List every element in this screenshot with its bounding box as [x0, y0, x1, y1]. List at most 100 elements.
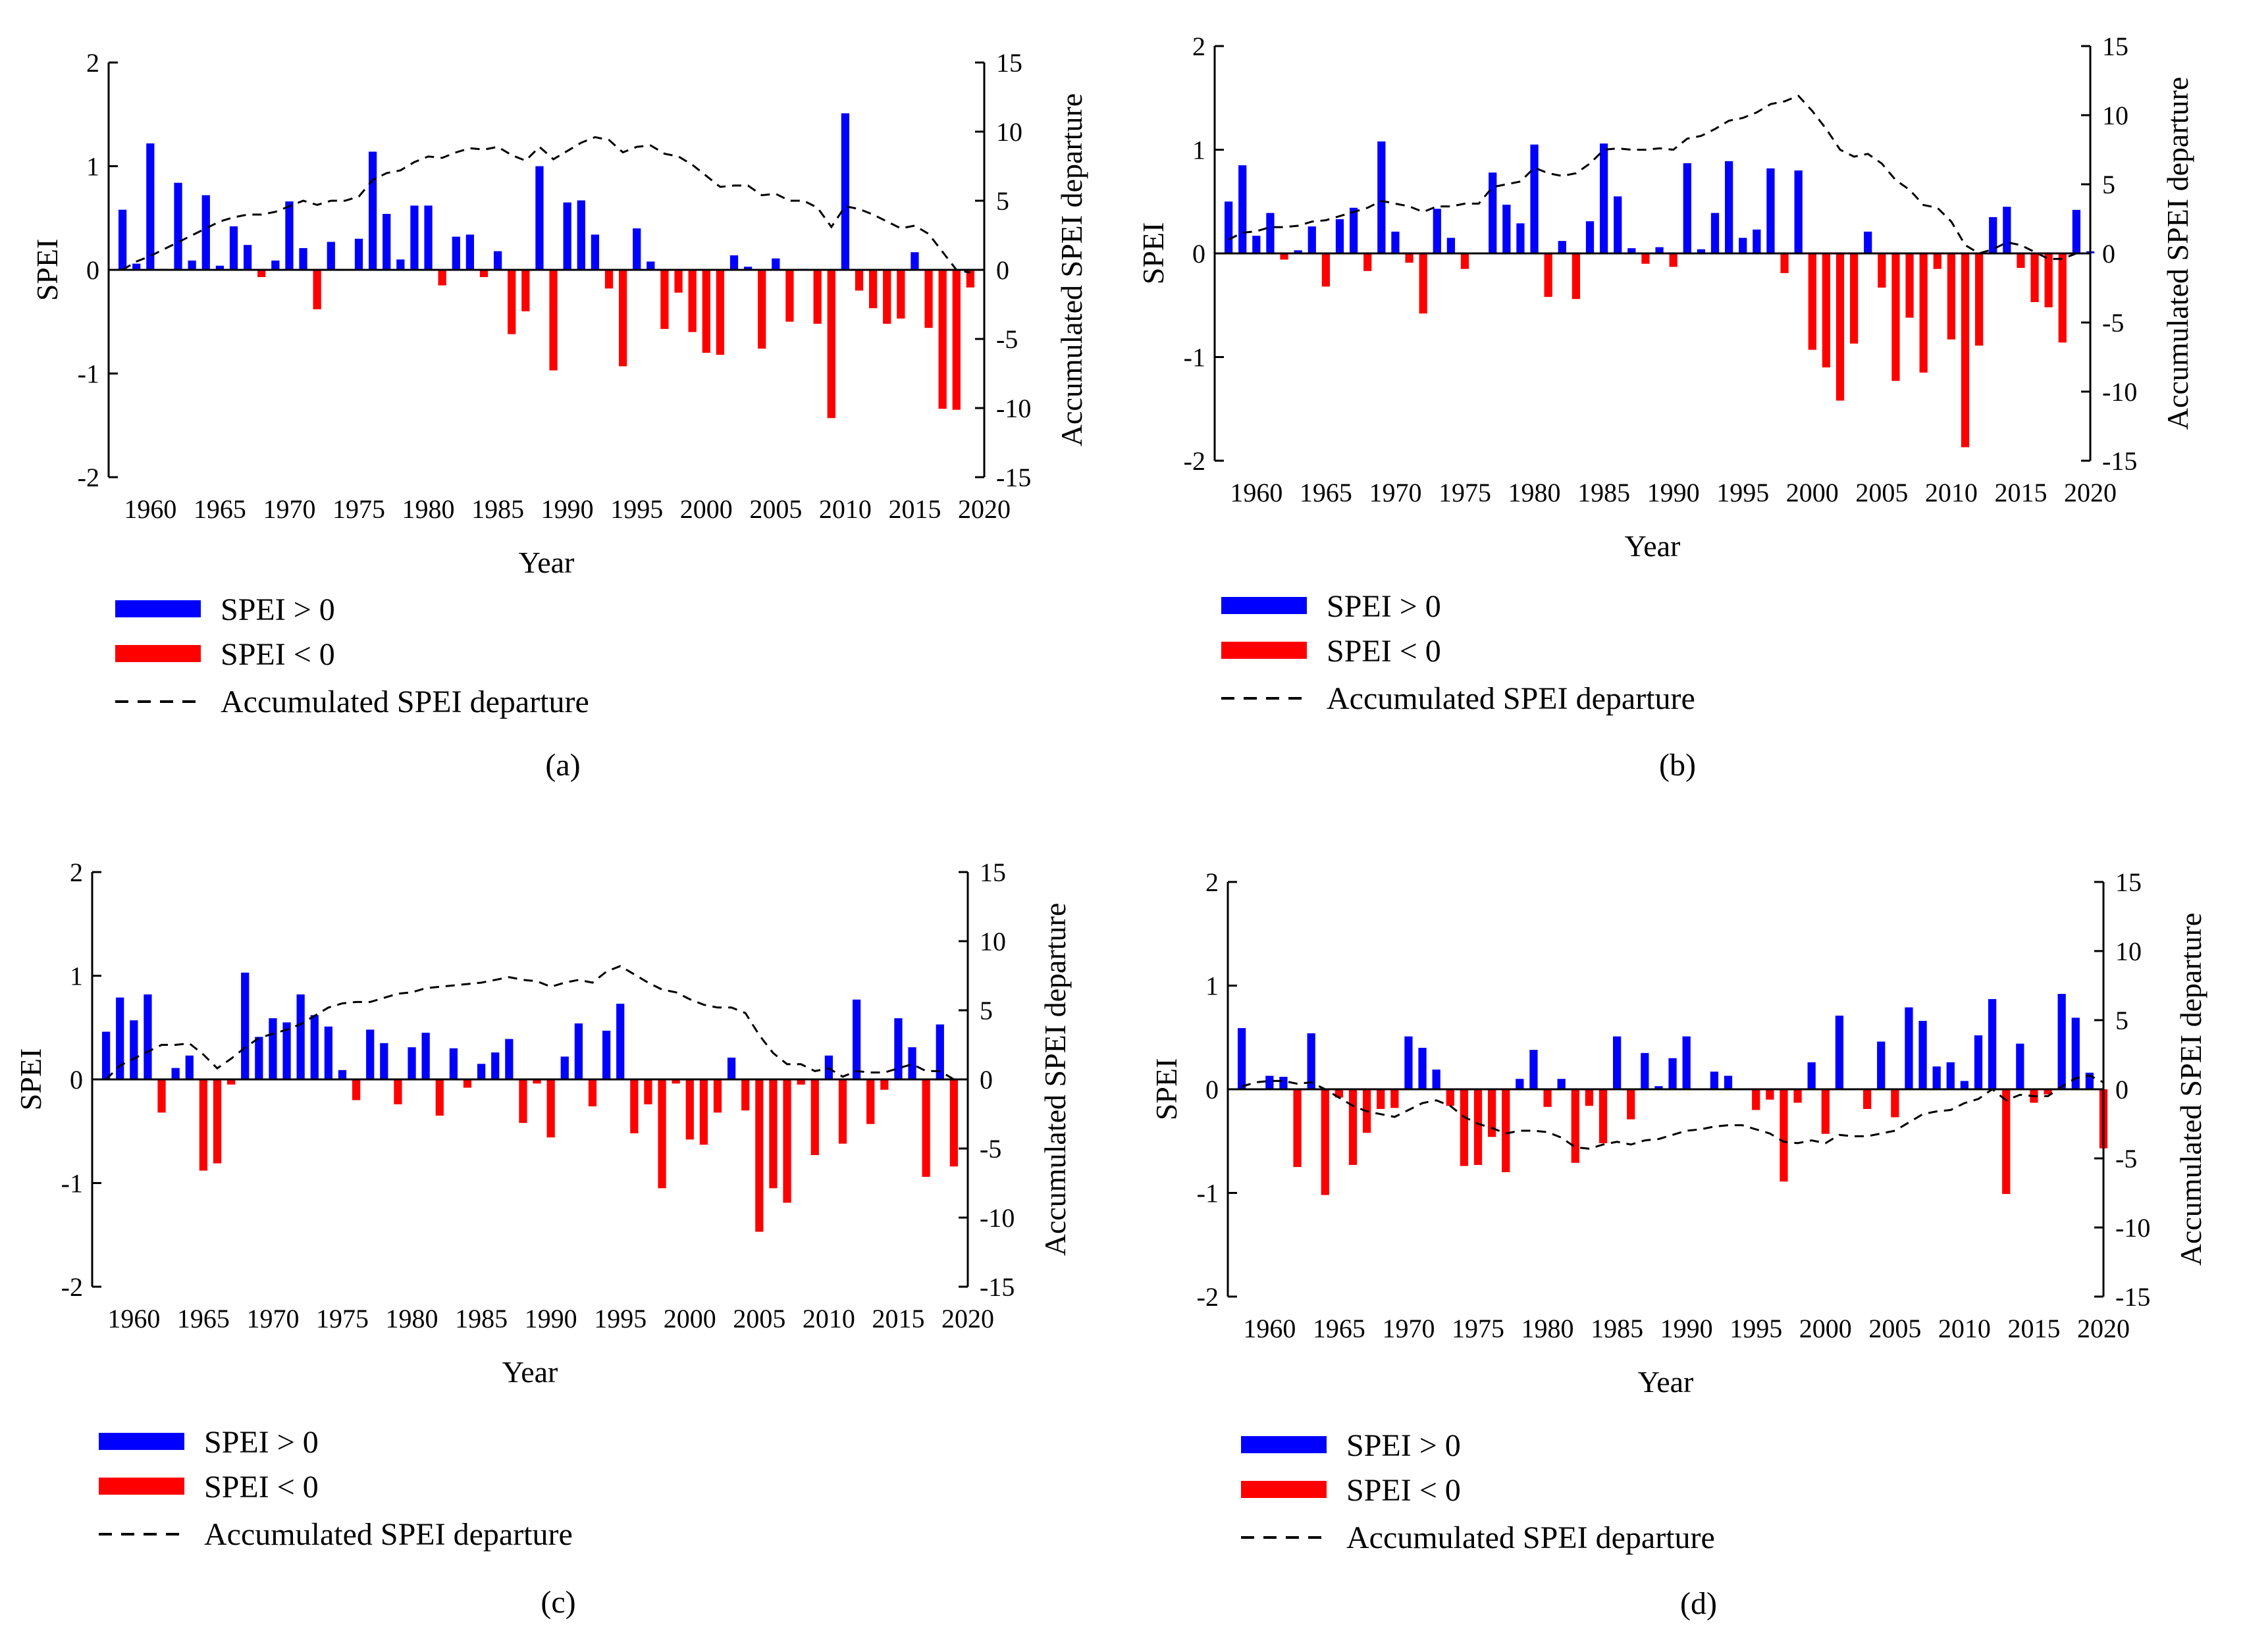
spei-bar-1974	[324, 1026, 333, 1079]
spei-bar-1984	[1598, 1089, 1608, 1143]
spei-bar-1987	[521, 270, 530, 311]
spei-bar-1964	[201, 195, 210, 270]
legend-negative-swatch	[115, 645, 201, 662]
x-tick-label: 1960	[124, 494, 176, 524]
legend-positive-label: SPEI > 0	[221, 592, 335, 627]
legend-negative-label: SPEI < 0	[1346, 1473, 1461, 1508]
spei-bar-2013	[866, 1079, 875, 1124]
spei-bar-1986	[1627, 1089, 1635, 1120]
y-tick-label-right: 10	[980, 927, 1006, 956]
spei-bar-1960	[1265, 1075, 1274, 1089]
spei-bar-1995	[1739, 238, 1747, 254]
spei-bar-2019	[949, 1079, 959, 1167]
spei-bar-1969	[1377, 141, 1386, 253]
x-tick-label: 1970	[263, 494, 315, 524]
spei-bar-1975	[1460, 253, 1469, 269]
accumulated-departure-line	[1241, 1074, 2104, 1150]
spei-bar-1981	[438, 270, 446, 286]
spei-bar-1968	[257, 270, 266, 278]
x-tick-label: 1975	[1439, 478, 1491, 507]
spei-bar-1977	[1502, 1089, 1510, 1172]
legend-line-label: Accumulated SPEI departure	[221, 684, 589, 719]
spei-bar-1985	[493, 251, 502, 270]
spei-bar-1990	[1682, 1036, 1691, 1089]
spei-bar-2006	[769, 1079, 778, 1189]
spei-bar-1963	[1294, 250, 1302, 253]
panel-caption-d: (d)	[1680, 1586, 1717, 1621]
y-tick-label-left: 1	[1205, 971, 1219, 1001]
y-tick-label-right: -5	[2102, 308, 2124, 338]
spei-bar-1971	[299, 247, 307, 270]
spei-bar-1962	[174, 182, 182, 270]
spei-bar-1994	[1724, 161, 1733, 253]
spei-bar-2009	[827, 270, 835, 419]
panel-caption-b: (b)	[1659, 748, 1696, 783]
spei-bar-2000	[1808, 253, 1816, 350]
spei-bar-1966	[1348, 1089, 1358, 1165]
spei-bar-2000	[685, 1079, 694, 1140]
y-axis-label-right: Accumulated SPEI departure	[2161, 77, 2194, 430]
spei-bar-1987	[1627, 248, 1636, 254]
spei-bar-1978	[1516, 1079, 1524, 1089]
spei-bar-2001	[716, 270, 725, 355]
spei-bar-1982	[1571, 1089, 1579, 1163]
x-tick-label: 2010	[803, 1304, 855, 1333]
spei-bar-2008	[1932, 1066, 1941, 1089]
spei-bar-1973	[327, 242, 335, 270]
spei-bar-2010	[1960, 1081, 1969, 1089]
spei-bar-1983	[465, 234, 475, 270]
x-tick-label: 1970	[246, 1304, 299, 1333]
x-tick-label: 2020	[2064, 478, 2117, 507]
spei-bar-2001	[1835, 1016, 1844, 1089]
spei-bar-2008	[797, 1079, 805, 1085]
spei-bar-2001	[1822, 253, 1831, 368]
spei-bar-1966	[1335, 219, 1344, 253]
x-tick-label: 2000	[1786, 478, 1839, 507]
spei-bar-2011	[1974, 1035, 1983, 1089]
spei-bar-1960	[146, 143, 155, 270]
spei-bar-1971	[1418, 1048, 1427, 1089]
spei-bar-1966	[213, 1079, 222, 1164]
spei-bars	[1237, 994, 2108, 1195]
spei-bar-1991	[577, 200, 585, 270]
spei-bar-2015	[911, 252, 919, 270]
y-tick-label-right: -5	[980, 1134, 1001, 1164]
spei-bar-1980	[424, 205, 433, 270]
legend-negative-label: SPEI < 0	[221, 637, 335, 672]
spei-bar-2007	[1918, 1021, 1927, 1089]
spei-bar-2009	[810, 1079, 819, 1155]
spei-bar-1982	[452, 236, 460, 270]
y-tick-label-right: 0	[2115, 1075, 2128, 1104]
spei-bar-1978	[380, 1043, 388, 1080]
x-tick-label: 1990	[525, 1304, 577, 1333]
spei-bar-2004	[1864, 231, 1872, 253]
spei-bar-2005	[1878, 253, 1886, 288]
y-tick-label-left: 2	[86, 48, 99, 78]
spei-bar-1971	[1405, 253, 1413, 263]
spei-bar-1989	[533, 1079, 541, 1084]
y-tick-label-right: 0	[2102, 239, 2115, 269]
x-tick-label: 1980	[402, 494, 455, 524]
spei-bar-2014	[897, 270, 905, 319]
spei-bar-1988	[519, 1079, 527, 1123]
spei-bar-1965	[215, 265, 224, 270]
spei-bar-1964	[185, 1055, 194, 1079]
x-tick-label: 1995	[610, 494, 663, 524]
x-tick-label: 2005	[749, 494, 802, 524]
spei-bar-2007	[783, 1079, 791, 1203]
x-tick-label: 1960	[107, 1304, 160, 1333]
spei-bar-2013	[883, 270, 891, 324]
spei-bar-1989	[1655, 247, 1664, 253]
legend-positive-label: SPEI > 0	[1327, 589, 1441, 624]
spei-bar-1958	[1224, 201, 1233, 253]
spei-bar-1975	[338, 1070, 347, 1079]
y-tick-label-left: 2	[1205, 867, 1219, 897]
x-tick-label: 2005	[1868, 1314, 1921, 1343]
y-tick-label-left: -1	[1197, 1179, 1219, 1208]
legend-b: SPEI > 0 SPEI < 0 Accumulated SPEI depar…	[1221, 589, 1695, 716]
x-tick-label: 2010	[819, 494, 872, 524]
spei-bar-1970	[1391, 231, 1400, 253]
